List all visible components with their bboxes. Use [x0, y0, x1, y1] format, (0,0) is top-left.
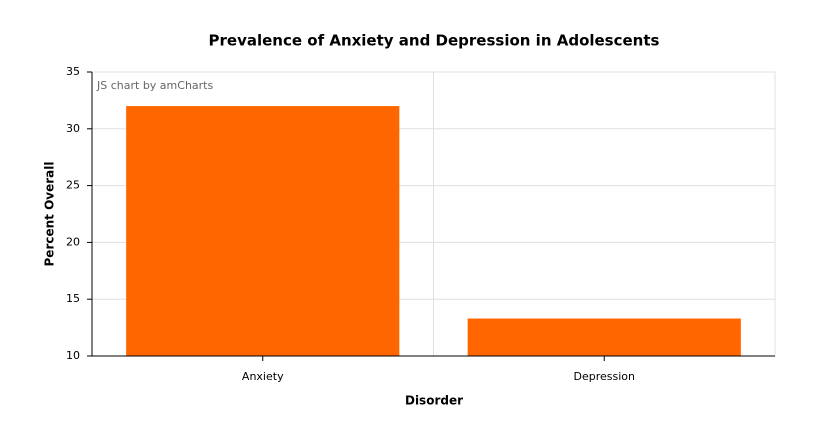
y-tick-label: 10 [66, 349, 80, 362]
bar [126, 106, 400, 356]
bar [467, 318, 741, 356]
y-tick-label: 20 [66, 235, 80, 248]
y-tick-label: 25 [66, 179, 80, 192]
y-tick-label: 15 [66, 292, 80, 305]
y-axis-title: Percent Overall [43, 162, 57, 267]
chart-credit: JS chart by amCharts [96, 79, 213, 92]
x-tick-label: Anxiety [242, 370, 284, 383]
x-tick-label: Depression [574, 370, 636, 383]
y-tick-label: 30 [66, 122, 80, 135]
chart-title: Prevalence of Anxiety and Depression in … [209, 32, 660, 50]
x-axis-title: Disorder [405, 394, 463, 408]
y-tick-label: 35 [66, 65, 80, 78]
